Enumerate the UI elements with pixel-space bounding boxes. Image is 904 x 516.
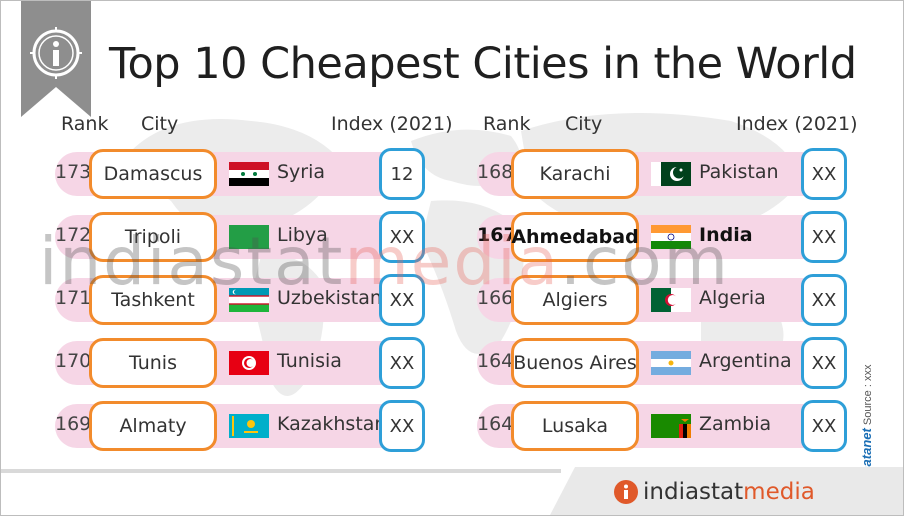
table-row: 171 Tashkent Uzbekistan XX xyxy=(55,274,427,326)
city-name: Algiers xyxy=(511,275,639,325)
left-city-header: City xyxy=(141,113,179,135)
rank-value: 171 xyxy=(55,287,92,309)
country-name: Tunisia xyxy=(277,350,342,372)
rank-value: 172 xyxy=(55,224,92,246)
city-name: Karachi xyxy=(511,149,639,199)
table-row: 172 Tripoli Libya XX xyxy=(55,211,427,263)
index-value: 12 xyxy=(379,148,425,200)
footer-strip xyxy=(1,469,561,473)
table-row: 168 Karachi Pakistan XX xyxy=(477,148,849,200)
tunisia-flag-icon xyxy=(229,351,269,375)
table-row: 164 Lusaka Zambia XX xyxy=(477,400,849,452)
country-name: India xyxy=(699,224,753,246)
table-row: 169 Almaty Kazakhstan XX xyxy=(55,400,427,452)
table-row-highlighted: 167 Ahmedabad India XX xyxy=(477,211,849,263)
rank-value: 170 xyxy=(55,350,92,372)
page-title: Top 10 Cheapest Cities in the World xyxy=(109,39,857,89)
source-text: Source : xxx xyxy=(862,364,874,426)
index-value: XX xyxy=(379,337,425,389)
country-name: Uzbekistan xyxy=(277,287,382,309)
right-rank-header: Rank xyxy=(483,113,531,135)
country-name: Libya xyxy=(277,224,328,246)
info-circle-icon xyxy=(30,27,82,79)
country-name: Zambia xyxy=(699,413,772,435)
left-rank-header: Rank xyxy=(61,113,109,135)
algeria-flag-icon xyxy=(651,288,691,312)
uzbekistan-flag-icon xyxy=(229,288,269,312)
kazakhstan-flag-icon xyxy=(229,414,269,438)
city-name: Lusaka xyxy=(511,401,639,451)
rank-value: 169 xyxy=(55,413,92,435)
table-row: 170 Tunis Tunisia XX xyxy=(55,337,427,389)
index-value: XX xyxy=(379,400,425,452)
title-tab-notch xyxy=(21,87,91,117)
index-value: XX xyxy=(379,274,425,326)
pakistan-flag-icon xyxy=(651,162,691,186)
table-row: 164 Buenos Aires Argentina XX xyxy=(477,337,849,389)
index-value: XX xyxy=(801,337,847,389)
zambia-flag-icon xyxy=(651,414,691,438)
city-name: Tunis xyxy=(89,338,217,388)
country-name: Pakistan xyxy=(699,161,779,183)
footer-slant xyxy=(549,467,575,515)
index-value: XX xyxy=(801,400,847,452)
index-value: XX xyxy=(801,211,847,263)
city-name: Almaty xyxy=(89,401,217,451)
logo-part1: indiastat xyxy=(643,479,744,505)
city-name: Damascus xyxy=(89,149,217,199)
rank-value: 164 xyxy=(477,413,514,435)
country-name: Kazakhstan xyxy=(277,413,387,435)
city-name: Tripoli xyxy=(89,212,217,262)
right-city-header: City xyxy=(565,113,603,135)
city-name: Tashkent xyxy=(89,275,217,325)
argentina-flag-icon xyxy=(651,351,691,375)
logo-part2: media xyxy=(743,479,815,505)
country-name: Syria xyxy=(277,161,326,183)
india-flag-icon xyxy=(651,225,691,249)
table-row: 166 Algiers Algeria XX xyxy=(477,274,849,326)
rank-value: 164 xyxy=(477,350,514,372)
footer-logo: indiastatmedia xyxy=(643,479,815,505)
table-row: 173 Damascus Syria 12 xyxy=(55,148,427,200)
syria-flag-icon xyxy=(229,162,269,186)
country-name: Argentina xyxy=(699,350,792,372)
rank-value: 173 xyxy=(55,161,92,183)
country-name: Algeria xyxy=(699,287,766,309)
rank-value: 166 xyxy=(477,287,514,309)
city-name: Ahmedabad xyxy=(511,212,639,262)
index-value: XX xyxy=(801,274,847,326)
index-value: XX xyxy=(379,211,425,263)
left-index-header: Index (2021) xyxy=(331,113,453,135)
libya-flag-icon xyxy=(229,225,269,249)
city-name: Buenos Aires xyxy=(511,338,639,388)
index-value: XX xyxy=(801,148,847,200)
rank-value: 168 xyxy=(477,161,514,183)
rank-value: 167 xyxy=(477,224,517,246)
info-circle-icon xyxy=(614,480,638,504)
right-index-header: Index (2021) xyxy=(736,113,858,135)
